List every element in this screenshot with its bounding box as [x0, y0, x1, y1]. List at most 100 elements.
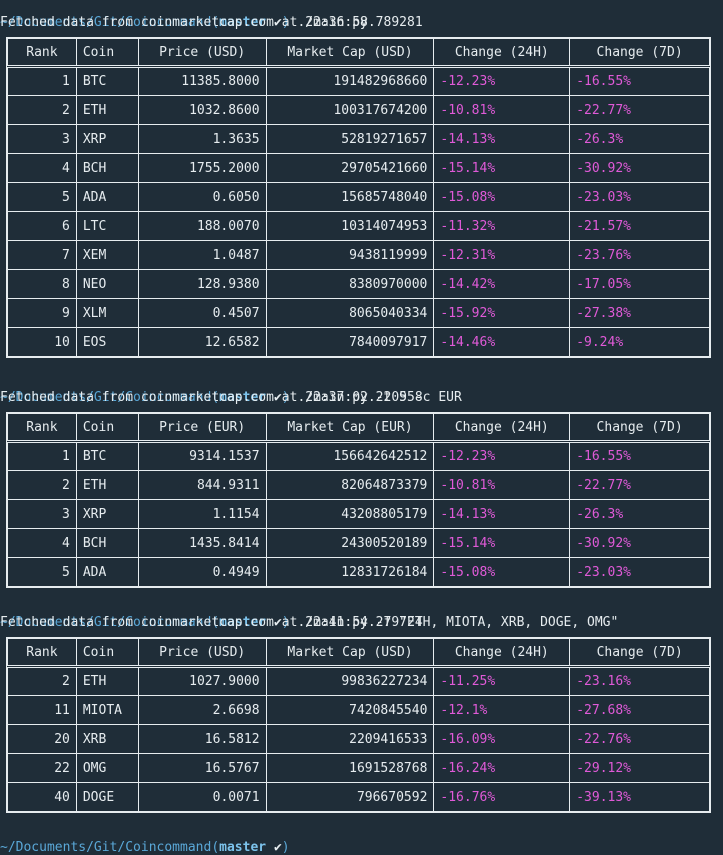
price-cell: 0.6050: [137, 182, 267, 212]
column-header: Price (USD): [137, 638, 267, 668]
price-cell: 11385.8000: [137, 66, 267, 96]
rank-cell: 5: [7, 557, 77, 587]
change-7d-cell: -23.03%: [569, 557, 710, 587]
table-row: 20 XRB 16.5812 2209416533 -16.09% -22.76%: [7, 724, 710, 754]
coin-cell: DOGE: [75, 782, 139, 812]
table-row: 7 XEM 1.0487 9438119999 -12.31% -23.76%: [7, 240, 710, 270]
change-7d-cell: -27.38%: [569, 298, 710, 328]
table-row: 22 OMG 16.5767 1691528768 -16.24% -29.12%: [7, 753, 710, 783]
prompt-path: ~/Documents/Git/Coincommand: [0, 15, 212, 30]
column-header: Change (24H): [433, 413, 571, 443]
table-row: 4 BCH 1435.8414 24300520189 -15.14% -30.92%: [7, 528, 710, 558]
prompt-line-current[interactable]: ~/Documents/Git/Coincommand(master ✔): [0, 840, 290, 855]
change-24h-cell: -15.14%: [433, 528, 571, 558]
change-24h-cell: -15.08%: [433, 557, 571, 587]
change-7d-cell: -23.76%: [569, 240, 710, 270]
table-header-row: Rank Coin Price (USD) Market Cap (USD) Chang…: [7, 638, 710, 668]
command-text: ./main.py -f "ETH, MIOTA, XRB, DOGE, OMG…: [297, 615, 619, 630]
column-header: Change (7D): [569, 413, 710, 443]
market-cap-cell: 12831726184: [265, 557, 435, 587]
change-7d-cell: -26.3%: [569, 124, 710, 154]
change-24h-cell: -10.81%: [433, 95, 571, 125]
coin-cell: ETH: [75, 470, 139, 500]
git-branch: master: [219, 615, 267, 630]
change-24h-cell: -14.13%: [433, 124, 571, 154]
change-7d-cell: -21.57%: [569, 211, 710, 241]
market-cap-cell: 100317674200: [265, 95, 435, 125]
change-7d-cell: -39.13%: [569, 782, 710, 812]
market-cap-cell: 9438119999: [265, 240, 435, 270]
change-24h-cell: -12.23%: [433, 66, 571, 96]
change-7d-cell: -22.77%: [569, 95, 710, 125]
coin-cell: ADA: [75, 557, 139, 587]
rank-cell: 4: [7, 153, 77, 183]
change-7d-cell: -29.12%: [569, 753, 710, 783]
table-row: 5 ADA 0.6050 15685748040 -15.08% -23.03%: [7, 182, 710, 212]
table-row: 4 BCH 1755.2000 29705421660 -15.14% -30.92%: [7, 153, 710, 183]
coin-table-2: Rank Coin Price (EUR) Market Cap (EUR) Chang…: [6, 412, 711, 588]
price-cell: 16.5812: [137, 724, 267, 754]
check-icon: ✔: [273, 840, 282, 855]
change-7d-cell: -16.55%: [569, 66, 710, 96]
check-icon: ✔: [273, 15, 282, 30]
rank-cell: 2: [7, 470, 77, 500]
change-24h-cell: -12.23%: [433, 441, 571, 471]
coin-cell: MIOTA: [75, 695, 139, 725]
coin-cell: ETH: [75, 666, 139, 696]
price-cell: 0.4949: [137, 557, 267, 587]
table-row: 2 ETH 1027.9000 99836227234 -11.25% -23.16%: [7, 666, 710, 696]
market-cap-cell: 156642642512: [265, 441, 435, 471]
prompt-path: ~/Documents/Git/Coincommand: [0, 390, 212, 405]
table-row: 10 EOS 12.6582 7840097917 -14.46% -9.24%: [7, 327, 710, 357]
market-cap-cell: 8065040334: [265, 298, 435, 328]
change-7d-cell: -22.77%: [569, 470, 710, 500]
market-cap-cell: 2209416533: [265, 724, 435, 754]
coin-cell: EOS: [75, 327, 139, 357]
price-cell: 1.1154: [137, 499, 267, 529]
market-cap-cell: 796670592: [265, 782, 435, 812]
change-7d-cell: -16.55%: [569, 441, 710, 471]
rank-cell: 22: [7, 753, 77, 783]
market-cap-cell: 82064873379: [265, 470, 435, 500]
table-row: 8 NEO 128.9380 8380970000 -14.42% -17.05%: [7, 269, 710, 299]
price-cell: 1032.8600: [137, 95, 267, 125]
change-7d-cell: -23.16%: [569, 666, 710, 696]
change-24h-cell: -11.32%: [433, 211, 571, 241]
coin-cell: BTC: [75, 441, 139, 471]
change-7d-cell: -23.03%: [569, 182, 710, 212]
prompt-path: ~/Documents/Git/Coincommand: [0, 840, 212, 855]
prompt-path: ~/Documents/Git/Coincommand: [0, 615, 212, 630]
change-24h-cell: -11.25%: [433, 666, 571, 696]
prompt-line-1: ~/Documents/Git/Coincommand(master ✔) ./…: [0, 15, 368, 30]
change-24h-cell: -15.92%: [433, 298, 571, 328]
prompt-line-2: ~/Documents/Git/Coincommand(master ✔) ./…: [0, 390, 462, 405]
table-row: 5 ADA 0.4949 12831726184 -15.08% -23.03%: [7, 557, 710, 587]
coin-table: Rank Coin Price (USD) Market Cap (USD) Chang…: [7, 38, 710, 357]
column-header: Rank: [7, 38, 77, 68]
market-cap-cell: 191482968660: [265, 66, 435, 96]
git-branch: master: [219, 390, 267, 405]
market-cap-cell: 24300520189: [265, 528, 435, 558]
change-7d-cell: -22.76%: [569, 724, 710, 754]
check-icon: ✔: [273, 390, 282, 405]
price-cell: 0.0071: [137, 782, 267, 812]
rank-cell: 1: [7, 66, 77, 96]
price-cell: 1755.2000: [137, 153, 267, 183]
column-header: Change (24H): [433, 638, 571, 668]
rank-cell: 40: [7, 782, 77, 812]
change-24h-cell: -14.13%: [433, 499, 571, 529]
column-header: Change (24H): [433, 38, 571, 68]
table-row: 11 MIOTA 2.6698 7420845540 -12.1% -27.68%: [7, 695, 710, 725]
column-header: Change (7D): [569, 638, 710, 668]
change-7d-cell: -9.24%: [569, 327, 710, 357]
price-cell: 9314.1537: [137, 441, 267, 471]
coin-cell: XRP: [75, 499, 139, 529]
column-header: Change (7D): [569, 38, 710, 68]
market-cap-cell: 7420845540: [265, 695, 435, 725]
column-header: Rank: [7, 413, 77, 443]
coin-cell: BCH: [75, 528, 139, 558]
change-7d-cell: -17.05%: [569, 269, 710, 299]
column-header: Price (EUR): [137, 413, 267, 443]
column-header: Rank: [7, 638, 77, 668]
table-header-row: Rank Coin Price (USD) Market Cap (USD) Chang…: [7, 38, 710, 68]
